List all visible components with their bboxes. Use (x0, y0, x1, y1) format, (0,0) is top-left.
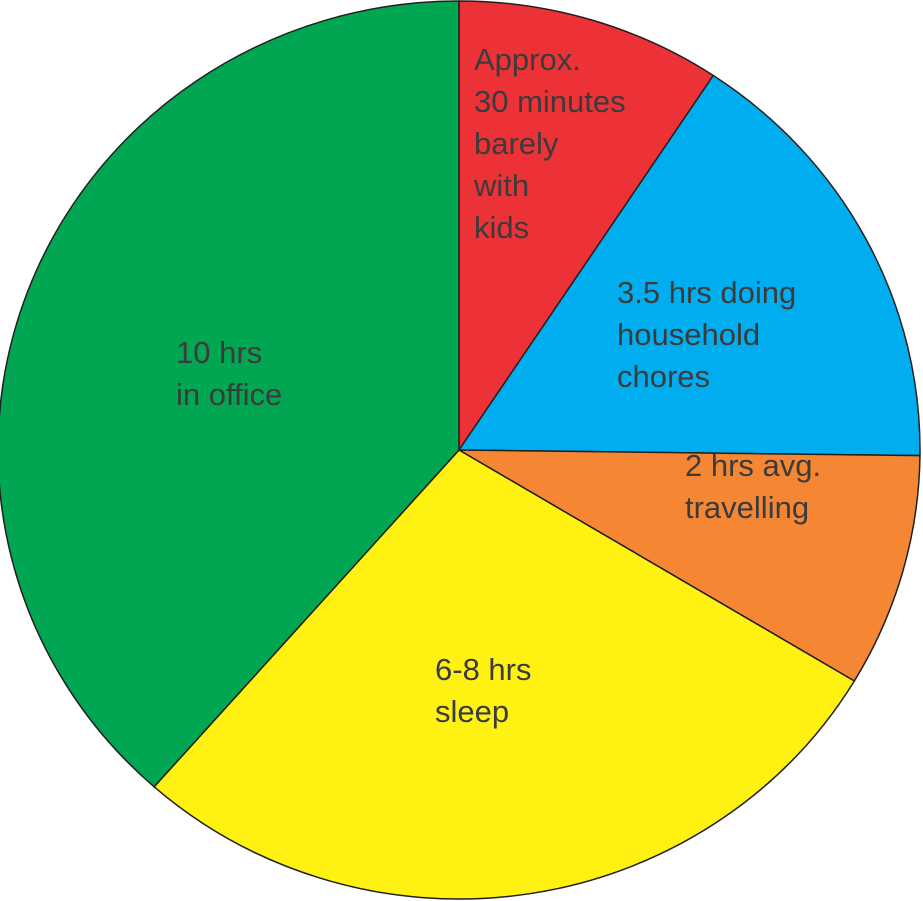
slice-label-line: 30 minutes (474, 84, 626, 119)
slice-label-3: 6-8 hrs sleep (435, 652, 531, 729)
slice-label-0: Approx. 30 minutes barely with kids (473, 42, 626, 245)
pie-slice-1 (457, 74, 921, 457)
slice-label-line: with (473, 168, 529, 203)
slice-label-line: barely (474, 126, 559, 161)
slice-label-line: household (617, 317, 760, 352)
slice-label-2: 2 hrs avg. travelling (685, 448, 821, 525)
slice-label-4: 10 hrs in office (176, 335, 282, 412)
pie-slice-3 (153, 449, 856, 900)
slice-label-line: 2 hrs avg. (685, 448, 821, 483)
slice-label-line: Approx. (474, 42, 581, 77)
pie-slice-0 (458, 0, 715, 453)
pie-slice-2 (456, 449, 921, 683)
slice-label-line: chores (617, 359, 710, 394)
slice-label-line: 3.5 hrs doing (617, 275, 796, 310)
pie-slice-4 (0, 0, 460, 788)
slice-label-line: in office (176, 377, 282, 412)
slice-label-1: 3.5 hrs doing household chores (617, 275, 796, 394)
slice-label-line: 6-8 hrs (435, 652, 531, 687)
slice-label-line: travelling (685, 490, 809, 525)
slice-label-line: 10 hrs (176, 335, 262, 370)
slice-label-line: sleep (435, 694, 509, 729)
slice-label-line: kids (474, 210, 529, 245)
